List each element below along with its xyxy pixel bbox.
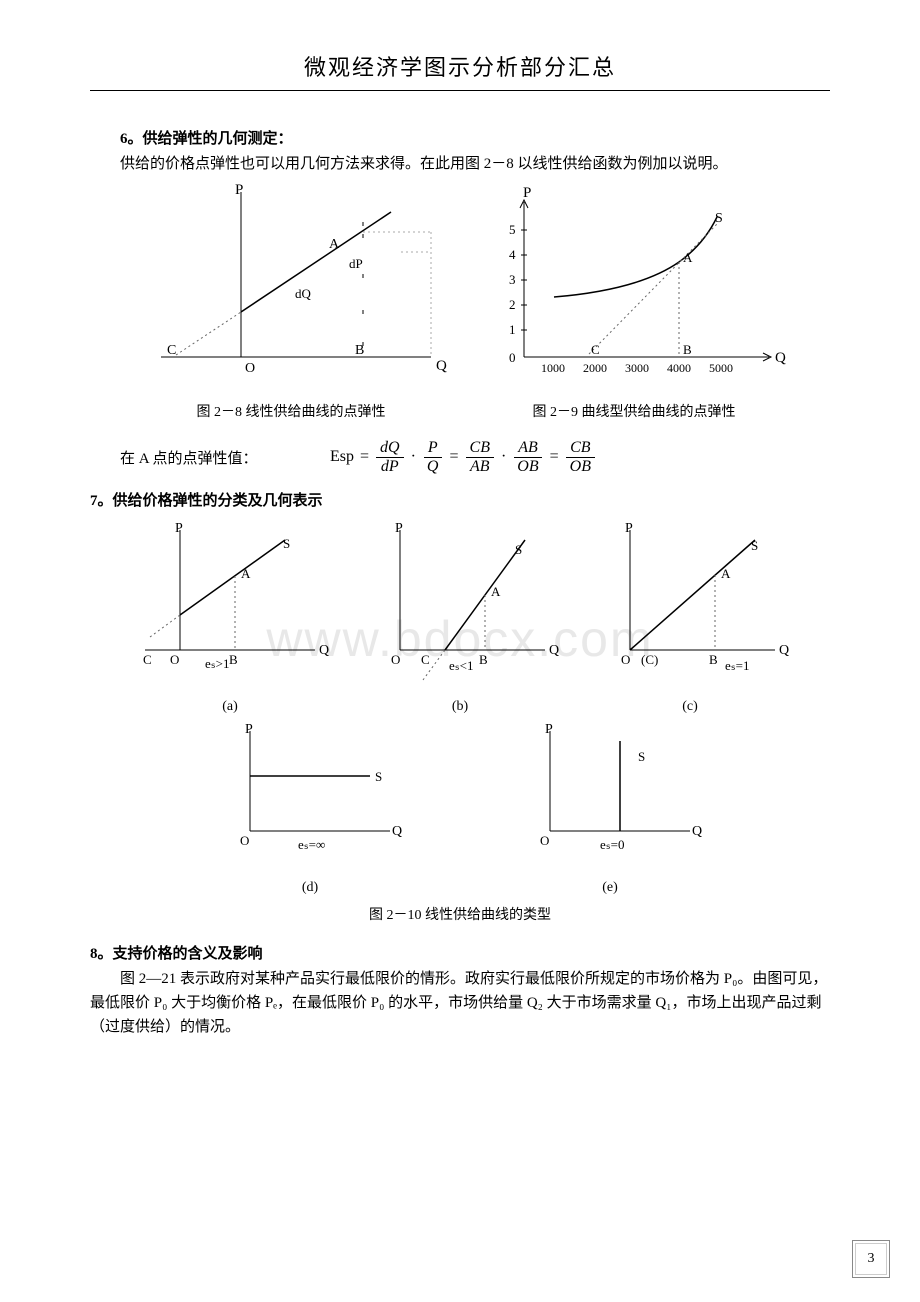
fig28-caption: 图 2－8 线性供给曲线的点弹性	[131, 401, 451, 421]
section6-body: 供给的价格点弹性也可以用几何方法来求得。在此用图 2－8 以线性供给函数为例加以…	[90, 152, 830, 176]
svg-text:3000: 3000	[625, 361, 649, 375]
fig29-caption: 图 2－9 曲线型供给曲线的点弹性	[479, 401, 789, 421]
page-number: 3	[852, 1240, 890, 1278]
svg-text:5: 5	[509, 222, 516, 237]
svg-text:0: 0	[509, 350, 516, 365]
fig210-panel-e: P Q O S eₛ=0 (e)	[510, 721, 710, 896]
svg-text:A: A	[721, 566, 731, 581]
svg-text:O: O	[621, 652, 630, 667]
svg-text:3: 3	[509, 272, 516, 287]
fig28-axis-P: P	[235, 182, 243, 198]
fig210-panel-a: P Q O C S A B eₛ>1 (a)	[125, 520, 335, 715]
svg-text:B: B	[709, 652, 718, 667]
tag-b: (b)	[355, 699, 565, 715]
section6-title: 6。供给弹性的几何测定：	[90, 127, 830, 148]
svg-text:P: P	[625, 521, 633, 536]
svg-text:S: S	[283, 536, 290, 551]
formula-label: 在 A 点的点弹性值：	[90, 447, 330, 468]
svg-text:Q: Q	[319, 643, 329, 658]
svg-text:B: B	[229, 652, 238, 667]
svg-text:C: C	[591, 342, 600, 357]
tag-c: (c)	[585, 699, 795, 715]
es-e: eₛ=0	[600, 837, 624, 852]
section7-title: 7。供给价格弹性的分类及几何表示	[90, 489, 830, 510]
fig28-label-dQ: dQ	[295, 286, 312, 301]
fig28-label-C: C	[167, 343, 176, 358]
svg-text:C: C	[143, 652, 152, 667]
svg-text:P: P	[395, 521, 403, 536]
figure-2-9: 1 2 3 4 5 1000 2000 3000 4000 5000	[479, 182, 789, 421]
fig210-panel-b: P Q O C S A B eₛ<1 (b)	[355, 520, 565, 715]
svg-text:S: S	[638, 749, 645, 764]
svg-text:1: 1	[509, 322, 516, 337]
fig28-label-A: A	[329, 237, 340, 252]
svg-text:Q: Q	[779, 643, 789, 658]
svg-text:C: C	[421, 652, 430, 667]
figure-2-8: A dP dQ P Q O	[131, 182, 451, 421]
svg-text:S: S	[375, 769, 382, 784]
svg-text:O: O	[240, 833, 249, 848]
svg-text:5000: 5000	[709, 361, 733, 375]
fig28-label-dP: dP	[349, 256, 363, 271]
svg-text:(C): (C)	[641, 652, 658, 667]
fig28-axis-Q: Q	[436, 358, 447, 374]
svg-text:P: P	[523, 185, 531, 201]
svg-text:B: B	[479, 652, 488, 667]
svg-text:Q: Q	[549, 643, 559, 658]
tag-d: (d)	[210, 880, 410, 896]
fig28-label-B: B	[355, 343, 364, 358]
tag-e: (e)	[510, 880, 710, 896]
svg-text:P: P	[545, 722, 553, 737]
svg-text:P: P	[175, 521, 183, 536]
fig210-panel-d: P Q O S eₛ=∞ (d)	[210, 721, 410, 896]
fig210-panel-c: P Q O (C) S A B eₛ=1 (c)	[585, 520, 795, 715]
svg-text:2000: 2000	[583, 361, 607, 375]
es-b: eₛ<1	[449, 658, 473, 673]
fig210-caption: 图 2－10 线性供给曲线的类型	[90, 904, 830, 924]
svg-text:4000: 4000	[667, 361, 691, 375]
doc-header: 微观经济学图示分析部分汇总	[90, 50, 830, 91]
tag-a: (a)	[125, 699, 335, 715]
svg-text:2: 2	[509, 297, 516, 312]
svg-text:Q: Q	[775, 350, 786, 366]
section8-title: 8。支持价格的含义及影响	[90, 942, 830, 963]
svg-text:1000: 1000	[541, 361, 565, 375]
svg-text:O: O	[391, 652, 400, 667]
svg-text:A: A	[241, 566, 251, 581]
section8-body: 图 2—21 表示政府对某种产品实行最低限价的情形。政府实行最低限价所规定的市场…	[90, 967, 830, 1039]
svg-text:4: 4	[509, 247, 516, 262]
es-d: eₛ=∞	[298, 837, 325, 852]
svg-text:S: S	[751, 538, 758, 553]
svg-text:Q: Q	[392, 824, 402, 839]
svg-text:A: A	[491, 584, 501, 599]
svg-text:B: B	[683, 342, 692, 357]
formula-prefix: Esp	[330, 448, 354, 466]
es-c: eₛ=1	[725, 658, 749, 673]
elasticity-formula: 在 A 点的点弹性值： Esp = dQdP · PQ = CBAB · ABO…	[90, 439, 830, 475]
es-a: eₛ>1	[205, 656, 229, 671]
svg-text:O: O	[170, 652, 179, 667]
svg-text:S: S	[515, 542, 522, 557]
svg-text:S: S	[715, 211, 723, 226]
fig28-origin: O	[245, 361, 255, 376]
svg-text:P: P	[245, 722, 253, 737]
svg-text:A: A	[683, 250, 693, 265]
svg-text:Q: Q	[692, 824, 702, 839]
svg-text:O: O	[540, 833, 549, 848]
